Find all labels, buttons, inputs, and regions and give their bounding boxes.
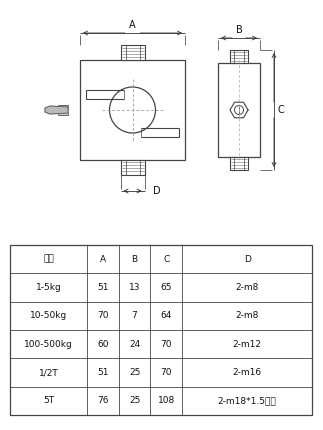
Text: D: D <box>152 186 160 196</box>
Bar <box>10 245 312 415</box>
Text: 2-m8: 2-m8 <box>235 283 259 292</box>
Text: C: C <box>163 255 169 264</box>
Bar <box>120 45 144 60</box>
Text: B: B <box>131 255 138 264</box>
Bar <box>120 160 144 175</box>
Text: 5T: 5T <box>43 396 54 405</box>
Text: 2-m8: 2-m8 <box>235 311 259 320</box>
Text: 51: 51 <box>97 283 109 292</box>
Text: 1-5kg: 1-5kg <box>36 283 61 292</box>
Text: 100-500kg: 100-500kg <box>24 340 73 349</box>
Text: 24: 24 <box>129 340 140 349</box>
Text: 7: 7 <box>132 311 138 320</box>
Text: 1/2T: 1/2T <box>39 368 58 377</box>
Text: A: A <box>129 20 136 30</box>
Text: B: B <box>235 25 242 35</box>
Polygon shape <box>45 106 68 114</box>
Bar <box>58 105 68 115</box>
Text: 25: 25 <box>129 368 140 377</box>
Text: D: D <box>244 255 251 264</box>
Bar <box>230 50 248 63</box>
Text: 60: 60 <box>97 340 109 349</box>
Text: C: C <box>277 105 284 115</box>
Bar <box>218 63 260 157</box>
Text: 76: 76 <box>97 396 109 405</box>
Text: 2-m18*1.5细牙: 2-m18*1.5细牙 <box>218 396 276 405</box>
Text: 2-m16: 2-m16 <box>233 368 262 377</box>
Text: 70: 70 <box>97 311 109 320</box>
Text: 25: 25 <box>129 396 140 405</box>
Text: 10-50kg: 10-50kg <box>30 311 67 320</box>
Text: 量程: 量程 <box>43 255 54 264</box>
Text: 108: 108 <box>158 396 175 405</box>
Text: 13: 13 <box>129 283 140 292</box>
Text: 70: 70 <box>161 340 172 349</box>
Text: 65: 65 <box>161 283 172 292</box>
Bar <box>230 157 248 170</box>
Text: A: A <box>100 255 106 264</box>
Bar <box>80 60 185 160</box>
Text: 70: 70 <box>161 368 172 377</box>
Text: 51: 51 <box>97 368 109 377</box>
Text: 64: 64 <box>161 311 172 320</box>
Text: 2-m12: 2-m12 <box>233 340 262 349</box>
